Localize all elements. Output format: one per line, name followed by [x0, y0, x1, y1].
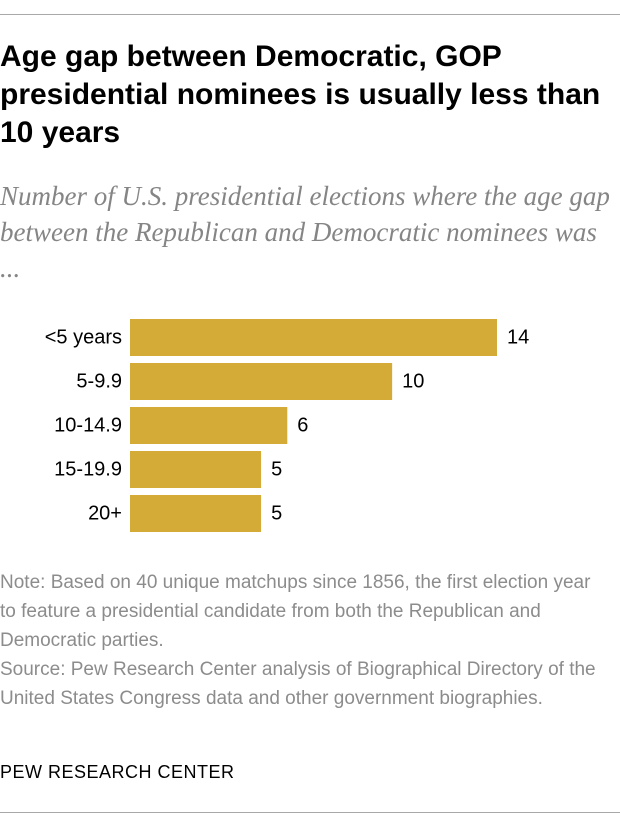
- value-label-10-14-9: 6: [297, 415, 308, 437]
- value-label-20: 5: [271, 503, 282, 525]
- top-rule: [0, 14, 620, 15]
- category-label-10-14-9: 10-14.9: [54, 415, 122, 437]
- pew-research-center-logo-text: PEW RESEARCH CENTER: [0, 762, 235, 782]
- category-label-5-years: <5 years: [45, 327, 122, 349]
- bar-5-years: [130, 319, 497, 356]
- chart-title: Age gap between Democratic, GOP presiden…: [0, 40, 601, 149]
- note-text: Note: Based on 40 unique matchups since …: [0, 572, 591, 651]
- bar-10-14-9: [130, 407, 288, 444]
- category-label-15-19-9: 15-19.9: [54, 459, 122, 481]
- value-label-15-19-9: 5: [271, 459, 282, 481]
- bar-chart: <5 years 14 5-9.9 10 10-14.9 6 15-19.9 5 20+ 5: [45, 319, 529, 532]
- value-label-5-9-9: 10: [402, 371, 424, 393]
- chart-subtitle: Number of U.S. presidential elections wh…: [0, 181, 610, 283]
- bar-20: [130, 495, 262, 532]
- chart-notes: Note: Based on 40 unique matchups since …: [0, 568, 610, 713]
- category-label-20: 20+: [88, 503, 122, 525]
- bar-15-19-9: [130, 451, 262, 488]
- bar-5-9-9: [130, 363, 393, 400]
- value-label-5-years: 14: [507, 327, 529, 349]
- category-label-5-9-9: 5-9.9: [76, 371, 122, 393]
- bottom-rule: [0, 812, 620, 813]
- source-text: Source: Pew Research Center analysis of …: [0, 659, 596, 709]
